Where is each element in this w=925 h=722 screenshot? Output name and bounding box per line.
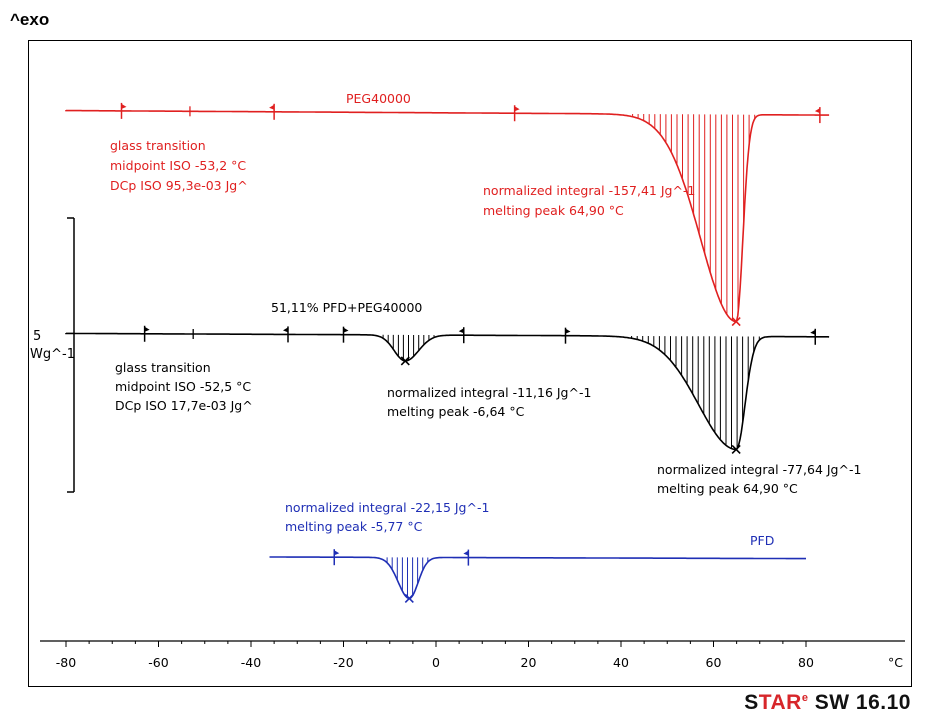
series-blend-markers: [143, 325, 816, 454]
limit-marker-flag: [565, 328, 571, 334]
series-blend-name: 51,11% PFD+PEG40000: [271, 300, 422, 315]
x-tick-label: 80: [798, 655, 814, 670]
x-tick-label: -60: [148, 655, 168, 670]
series-blend-line: [65, 332, 830, 451]
scale-bar-value: 5: [33, 329, 41, 344]
series-blend-peak-hatch: [382, 334, 760, 449]
series-blend-peak2-annotation: normalized integral -77,64 Jg^-1 melting…: [657, 462, 865, 496]
series-blend-peak1-annotation: normalized integral -11,16 Jg^-1 melting…: [387, 385, 595, 419]
limit-marker-flag: [334, 550, 340, 556]
x-tick-label: 40: [613, 655, 629, 670]
limit-marker-flag: [463, 550, 469, 556]
series-peg40000: PEG40000 glass transition midpoint ISO -…: [65, 91, 830, 327]
limit-marker-flag: [514, 106, 520, 112]
series-peg40000-markers: [120, 102, 821, 327]
limit-marker-flag: [269, 104, 275, 110]
exo-label: ^exo: [10, 10, 50, 29]
series-pfd: PFD normalized integral -22,15 Jg^-1 mel…: [269, 500, 806, 603]
x-axis-unit: °C: [888, 655, 903, 670]
scale-bar: 5 Wg^-1: [30, 217, 75, 493]
series-blend-glass-transition: glass transition midpoint ISO -52,5 °C D…: [115, 360, 255, 413]
series-pfd-melting-peak: normalized integral -22,15 Jg^-1 melting…: [285, 500, 493, 534]
x-tick-label: -20: [333, 655, 353, 670]
series-peg40000-glass-transition: glass transition midpoint ISO -53,2 °C D…: [110, 138, 250, 193]
scale-bar-unit: Wg^-1: [30, 347, 75, 362]
limit-marker-flag: [810, 329, 816, 335]
peak-marker: [400, 356, 410, 366]
series-peg40000-peak-hatch: [632, 114, 756, 321]
series-peg40000-melting-peak: normalized integral -157,41 Jg^-1 meltin…: [483, 183, 699, 218]
limit-marker-flag: [121, 103, 127, 109]
x-tick-label: -80: [56, 655, 76, 670]
x-tick-label: 0: [432, 655, 440, 670]
series-pfd-markers: [333, 549, 470, 603]
series-pfd-name: PFD: [750, 533, 774, 548]
x-tick-label: 60: [706, 655, 722, 670]
plot-frame: [28, 40, 912, 687]
peak-marker: [731, 444, 741, 454]
limit-marker-flag: [144, 326, 150, 332]
peak-marker: [404, 593, 414, 603]
series-pfd-line: [269, 556, 806, 600]
limit-marker-flag: [343, 327, 349, 333]
series-pfd-peak-hatch: [386, 557, 429, 598]
limit-marker-flag: [283, 327, 288, 333]
x-tick-label: -40: [241, 655, 261, 670]
series-peg40000-line: [65, 109, 830, 323]
star-sw-logo: STARe SW 16.10: [744, 691, 911, 714]
series-peg40000-name: PEG40000: [346, 91, 411, 106]
peak-marker: [731, 317, 741, 327]
x-tick-label: 20: [521, 655, 537, 670]
series-blend: 51,11% PFD+PEG40000 glass transition mid…: [65, 300, 865, 496]
limit-marker-flag: [814, 108, 820, 114]
limit-marker-flag: [458, 328, 464, 334]
x-axis: -80 -60 -40 -20 0 20 40 60 80 °C: [40, 640, 905, 670]
